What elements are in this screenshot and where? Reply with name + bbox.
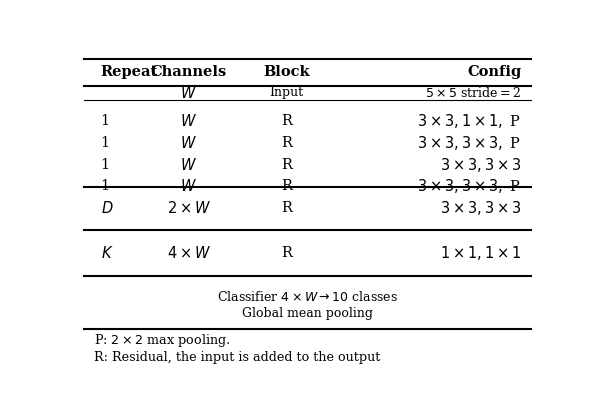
Text: R: R (281, 114, 292, 128)
Text: $2 \times W$: $2 \times W$ (167, 201, 211, 216)
Text: Channels: Channels (151, 65, 227, 79)
Text: $W$: $W$ (181, 178, 197, 194)
Text: Input: Input (269, 87, 304, 99)
Text: $3 \times 3, 3 \times 3,$ P: $3 \times 3, 3 \times 3,$ P (418, 134, 521, 152)
Text: 1: 1 (101, 158, 110, 171)
Text: Classifier $4 \times W \rightarrow 10$ classes: Classifier $4 \times W \rightarrow 10$ c… (217, 290, 398, 304)
Text: R: R (281, 201, 292, 215)
Text: R: R (281, 246, 292, 260)
Text: $3 \times 3, 3 \times 3,$ P: $3 \times 3, 3 \times 3,$ P (418, 177, 521, 196)
Text: $4 \times W$: $4 \times W$ (167, 245, 211, 261)
Text: $D$: $D$ (101, 201, 113, 216)
Text: R: R (281, 158, 292, 171)
Text: R: R (281, 136, 292, 150)
Text: R: R (281, 179, 292, 193)
Text: R: Residual, the input is added to the output: R: Residual, the input is added to the o… (94, 351, 380, 364)
Text: $1 \times 1, 1 \times 1$: $1 \times 1, 1 \times 1$ (440, 244, 521, 262)
Text: Repeat: Repeat (101, 65, 158, 79)
Text: $W$: $W$ (181, 85, 197, 101)
Text: P: $2 \times 2$ max pooling.: P: $2 \times 2$ max pooling. (94, 332, 230, 349)
Text: $W$: $W$ (181, 156, 197, 173)
Text: $3 \times 3, 1 \times 1,$ P: $3 \times 3, 1 \times 1,$ P (418, 112, 521, 130)
Text: $3 \times 3, 3 \times 3$: $3 \times 3, 3 \times 3$ (440, 200, 521, 218)
Text: $5 \times 5$ stride$=$2: $5 \times 5$ stride$=$2 (425, 86, 521, 100)
Text: Global mean pooling: Global mean pooling (242, 307, 373, 320)
Text: $3 \times 3, 3 \times 3$: $3 \times 3, 3 \times 3$ (440, 156, 521, 173)
Text: Config: Config (467, 65, 521, 79)
Text: $W$: $W$ (181, 113, 197, 129)
Text: 1: 1 (101, 179, 110, 193)
Text: $K$: $K$ (101, 245, 113, 261)
Text: 1: 1 (101, 114, 110, 128)
Text: 1: 1 (101, 136, 110, 150)
Text: Block: Block (263, 65, 310, 79)
Text: $W$: $W$ (181, 135, 197, 151)
